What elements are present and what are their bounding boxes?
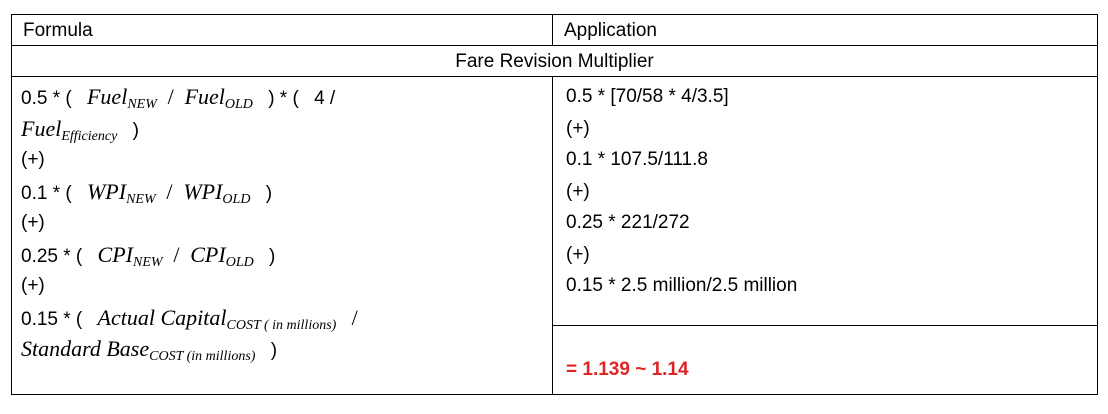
- subheader-cell: Fare Revision Multiplier: [11, 45, 1098, 77]
- cpi-new: CPINEW: [97, 241, 163, 270]
- plus-2: (+): [21, 212, 45, 233]
- application-header: Application: [564, 20, 657, 41]
- result-row: = 1.139 ~ 1.14: [12, 325, 1098, 395]
- formula-header-cell: Formula: [11, 14, 553, 46]
- wpi-term: 0.1 * ( WPINEW / WPIOLD ): [21, 178, 273, 207]
- application-cell: 0.5 * [70/58 * 4/3.5] (+) 0.1 * 107.5/11…: [552, 76, 1098, 326]
- wpi-new: WPINEW: [86, 178, 156, 207]
- application-line: (+): [566, 117, 590, 139]
- cpi-close: ): [269, 245, 276, 267]
- application-line: 0.15 * 2.5 million/2.5 million: [566, 275, 798, 296]
- application-line: (+): [566, 243, 590, 265]
- result-value: = 1.139 ~ 1.14: [566, 359, 689, 380]
- formula-cell: 0.5 * ( FuelNEW / FuelOLD ) * ( 4 / Fuel…: [11, 76, 553, 395]
- fuel-mid: ) * (: [268, 88, 299, 109]
- wpi-close: ): [265, 182, 273, 204]
- fuel-old: FuelOLD: [184, 84, 253, 112]
- fare-revision-table: Formula Application Fare Revision Multip…: [11, 14, 1098, 395]
- application-line: 0.25 * 221/272: [566, 212, 690, 233]
- plus-3: (+): [21, 275, 45, 296]
- capital-coefficient: 0.15 * (: [21, 308, 83, 330]
- fuel-new: FuelNEW: [86, 84, 157, 112]
- formula-header: Formula: [23, 20, 93, 41]
- fuel-term-line-1: 0.5 * ( FuelNEW / FuelOLD ) * ( 4 /: [21, 84, 336, 112]
- wpi-coefficient: 0.1 * (: [21, 182, 72, 204]
- application-line: 0.1 * 107.5/111.8: [566, 149, 708, 170]
- result-cell: = 1.139 ~ 1.14: [552, 325, 1098, 395]
- content-row: 0.5 * ( FuelNEW / FuelOLD ) * ( 4 / Fuel…: [11, 76, 1098, 395]
- plus-1: (+): [21, 149, 45, 170]
- fuel-close: ): [132, 119, 139, 141]
- header-row: Formula Application: [11, 14, 1098, 46]
- actual-capital-cost: Actual CapitalCOST ( in millions): [97, 304, 337, 333]
- capital-term-line-2: Standard BaseCOST (in millions) ): [21, 333, 552, 365]
- capital-close: ): [270, 340, 278, 361]
- cpi-coefficient: 0.25 * (: [21, 245, 83, 267]
- cpi-term: 0.25 * ( CPINEW / CPIOLD ): [21, 241, 276, 270]
- wpi-old: WPIOLD: [183, 178, 251, 207]
- application-line: 0.5 * [70/58 * 4/3.5]: [566, 86, 729, 107]
- fuel-four: 4 /: [314, 88, 336, 109]
- fuel-coefficient: 0.5 * (: [21, 88, 72, 109]
- cpi-old: CPIOLD: [190, 241, 254, 270]
- standard-base-cost: Standard BaseCOST (in millions): [21, 336, 256, 364]
- capital-term-line-1: 0.15 * ( Actual CapitalCOST ( in million…: [21, 302, 552, 334]
- fuel-term-line-2: FuelEfficiency ): [21, 113, 552, 145]
- application-line: (+): [566, 180, 590, 202]
- subheader-row: Fare Revision Multiplier: [11, 45, 1098, 77]
- capital-slash: /: [351, 304, 358, 330]
- application-header-cell: Application: [552, 14, 1098, 46]
- fare-revision-multiplier-title: Fare Revision Multiplier: [455, 51, 654, 72]
- fuel-efficiency: FuelEfficiency: [21, 115, 118, 144]
